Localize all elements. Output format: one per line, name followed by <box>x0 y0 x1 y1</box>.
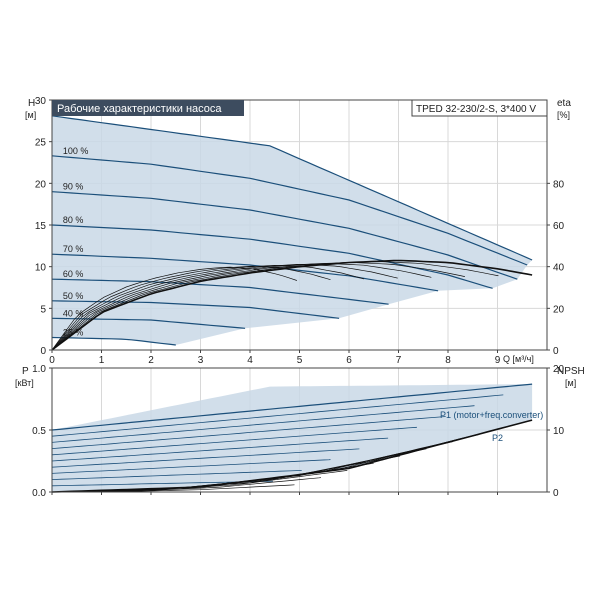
y-axis-label-h: H <box>28 98 35 109</box>
power-p1-curve <box>51 383 533 431</box>
head-curve-100pct <box>51 155 528 266</box>
head-axis-ticks: 0 1 2 3 4 5 6 7 8 9 0 5 10 15 20 25 30 0 20 40 60 80 <box>35 96 565 366</box>
head-curve-label: 60 % <box>63 269 84 279</box>
y2-tick-label: 40 <box>553 263 565 274</box>
head-curves: 110 %100 %90 %80 %70 %60 %50 %40 %25 % <box>51 106 533 351</box>
head-curve-80pct <box>51 224 493 289</box>
x-tick-label: 0 <box>49 355 55 366</box>
y-tick-label: 0 <box>40 346 46 357</box>
head-curve-label: 40 % <box>63 308 84 318</box>
y-tick-label: 20 <box>35 179 47 190</box>
y-axis-unit-h: [м] <box>25 110 36 120</box>
eta-curve <box>51 263 398 351</box>
power-p1-curve <box>51 394 504 437</box>
eta-curve <box>51 265 331 351</box>
power-p1-curve <box>51 459 331 474</box>
x-tick-label: 8 <box>445 355 451 366</box>
head-curve-60pct <box>51 278 389 305</box>
eta-curve <box>51 264 365 351</box>
model-label: TPED 32-230/2-S, 3*400 V <box>416 104 536 115</box>
x-tick-label: 6 <box>346 355 352 366</box>
x-tick-label: 9 <box>495 355 501 366</box>
y-axis-unit-p: [кВт] <box>15 378 34 388</box>
y-tick-label: 25 <box>35 138 47 149</box>
head-curve-label: 70 % <box>63 244 84 254</box>
power-p1-curve <box>51 426 417 456</box>
x-tick-label: 7 <box>396 355 402 366</box>
power-curves <box>51 383 533 493</box>
y-axis-label-p: P <box>22 366 29 377</box>
x-axis-label-q: Q [м³/ч] <box>503 354 534 364</box>
y-tick-label: 5 <box>40 304 46 315</box>
y2-tick-label: 80 <box>553 179 565 190</box>
y2-tick-label: 0 <box>553 488 559 499</box>
power-p1-curve <box>51 437 389 462</box>
head-curve-70pct <box>51 253 439 292</box>
y2-axis-label-npsh: NPSH <box>557 366 585 377</box>
y2-tick-label: 20 <box>553 304 565 315</box>
power-p1-curve <box>51 405 475 443</box>
eta-curve <box>51 262 432 351</box>
head-curve-label: 90 % <box>63 182 84 192</box>
y2-tick-label: 20 <box>553 364 565 375</box>
head-curve-25pct <box>51 336 176 346</box>
y-tick-label: 15 <box>35 221 47 232</box>
x-tick-label: 5 <box>297 355 303 366</box>
y-tick-label: 10 <box>35 263 47 274</box>
series-label-p2: P2 <box>492 433 503 443</box>
y2-axis-label-eta: eta <box>557 98 571 109</box>
model-label-box <box>411 99 548 117</box>
series-label-p1: P1 (motor+freq.converter) <box>440 410 543 420</box>
y-tick-label: 0.0 <box>32 488 46 499</box>
head-curve-110pct <box>51 115 533 261</box>
y-tick-label: 30 <box>35 96 47 107</box>
x-tick-label: 3 <box>198 355 204 366</box>
head-curve-label: 50 % <box>63 291 84 301</box>
x-tick-label: 4 <box>247 355 253 366</box>
chart-title: Рабочие характеристики насоса <box>57 103 222 115</box>
power-p1-curve <box>51 416 446 449</box>
y-tick-label: 1.0 <box>32 364 46 375</box>
y2-axis-unit-eta: [%] <box>557 110 570 120</box>
head-curve-90pct <box>51 191 518 280</box>
eta-curve <box>51 261 465 351</box>
y-tick-label: 0.5 <box>32 426 46 437</box>
x-tick-label: 2 <box>148 355 154 366</box>
power-axis-ticks: 0.0 0.5 1.0 0 10 20 <box>32 364 564 499</box>
y2-axis-unit-npsh: [м] <box>565 378 576 388</box>
x-tick-label: 1 <box>99 355 105 366</box>
head-curve-label: 80 % <box>63 215 84 225</box>
y2-tick-label: 10 <box>553 426 565 437</box>
y2-tick-label: 60 <box>553 221 565 232</box>
head-curve-label: 100 % <box>63 146 89 156</box>
chart-title-box <box>52 100 244 116</box>
power-p1-curve <box>51 470 302 480</box>
eta-curve <box>51 266 298 351</box>
power-p1-curve <box>51 448 360 468</box>
head-curve-50pct <box>51 300 340 319</box>
eta-curve <box>51 259 533 351</box>
y2-tick-label: 0 <box>553 346 559 357</box>
